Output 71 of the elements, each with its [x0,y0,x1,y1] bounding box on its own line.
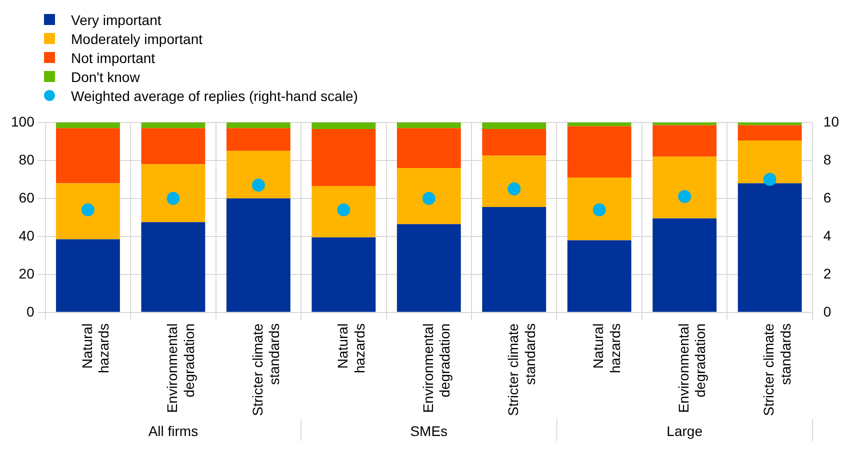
bar [141,128,206,164]
bar [482,206,546,312]
bar [396,128,461,168]
y2-tick-label: 0 [823,303,832,320]
bar [396,122,461,128]
bar [652,156,717,218]
bar [312,122,376,130]
point [592,203,606,216]
legend-label: Moderately important [71,30,203,46]
y2-tick-label: 8 [823,151,832,168]
bar [141,164,206,222]
x-tick-label: Natural hazards [78,323,112,374]
point [166,192,180,205]
legend-label: Don't know [71,68,140,84]
x-tick-label: Natural hazards [590,323,624,374]
legend-label: Weighted average of replies (right-hand scale) [71,88,358,104]
bar [226,198,290,312]
bar [56,128,120,184]
bar [567,122,632,126]
bar [226,150,290,198]
bar [482,156,546,207]
bar [482,122,546,130]
y-tick-label: 40 [18,227,35,244]
y2-tick-label: 10 [823,113,840,130]
point [337,203,350,216]
text: All firms [148,422,198,439]
point [763,172,776,186]
x-tick-label: Stricter climate standards [504,323,538,416]
legend-label: Very important [71,12,162,28]
bar [567,178,632,240]
legend-label: Not important [71,50,156,66]
bar [652,125,717,157]
point [678,190,692,204]
bar [396,168,461,224]
y2-tick-label: 2 [823,265,832,282]
bar [738,140,802,184]
bar [482,129,546,156]
x-tick-label: Stricter climate standards [249,323,282,416]
bar [738,125,802,140]
text: SMEs [410,422,448,439]
y2-tick-label: 4 [823,227,832,244]
y-tick-label: 100 [11,113,35,130]
bar [312,186,376,238]
bar [567,126,632,178]
y2-tick-label: 6 [823,189,832,206]
bar [56,122,120,128]
bar [652,122,717,126]
text: Large [666,422,703,439]
bar [141,122,206,128]
x-tick-label: Natural hazards [334,323,368,374]
x-tick-label: Stricter climate standards [760,323,794,416]
y-tick-label: 60 [18,189,35,206]
y-tick-label: 0 [26,303,35,320]
point [508,182,521,196]
point [81,203,94,216]
bar [738,122,802,126]
bar [652,218,717,312]
bar [141,222,206,312]
bar [567,240,632,312]
y-tick-label: 20 [18,265,35,282]
bar [396,224,461,312]
point [252,178,265,192]
bar [56,183,120,240]
bar [738,183,802,312]
point [422,192,436,205]
bar [312,129,376,186]
bar [226,128,290,151]
y-tick-label: 80 [18,151,35,168]
bar [226,122,290,128]
bar [312,237,376,312]
bar [56,239,120,312]
